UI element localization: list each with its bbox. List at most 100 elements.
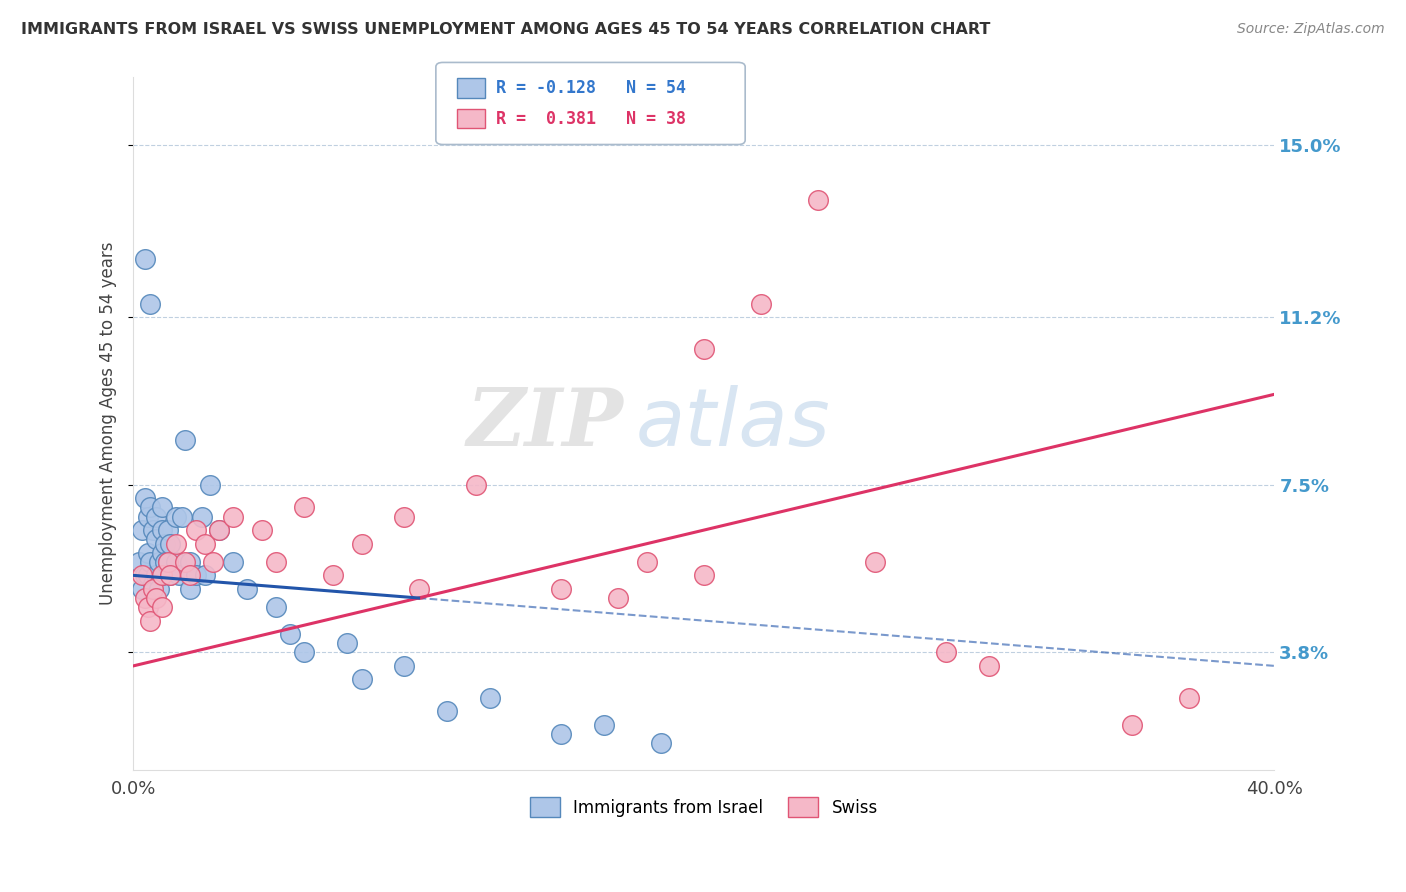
Point — [807, 193, 830, 207]
Point — [142, 523, 165, 537]
Point — [145, 509, 167, 524]
Point — [184, 523, 207, 537]
Point — [749, 297, 772, 311]
Point — [128, 555, 150, 569]
Point — [139, 555, 162, 569]
Point — [394, 509, 416, 524]
Point — [636, 555, 658, 569]
Point — [294, 500, 316, 515]
Point — [250, 523, 273, 537]
Point — [150, 600, 173, 615]
Y-axis label: Unemployment Among Ages 45 to 54 years: Unemployment Among Ages 45 to 54 years — [100, 242, 117, 606]
Point — [165, 536, 187, 550]
Point — [156, 555, 179, 569]
Text: R = -0.128   N = 54: R = -0.128 N = 54 — [496, 79, 686, 97]
Point — [607, 591, 630, 605]
Text: IMMIGRANTS FROM ISRAEL VS SWISS UNEMPLOYMENT AMONG AGES 45 TO 54 YEARS CORRELATI: IMMIGRANTS FROM ISRAEL VS SWISS UNEMPLOY… — [21, 22, 990, 37]
Point — [236, 582, 259, 596]
Point — [159, 568, 181, 582]
Point — [191, 509, 214, 524]
Legend: Immigrants from Israel, Swiss: Immigrants from Israel, Swiss — [523, 790, 884, 824]
Point — [150, 500, 173, 515]
Point — [693, 342, 716, 356]
Point — [202, 555, 225, 569]
Point — [173, 433, 195, 447]
Point — [278, 627, 301, 641]
Point — [145, 568, 167, 582]
Point — [336, 636, 359, 650]
Point — [184, 568, 207, 582]
Point — [150, 546, 173, 560]
Point — [139, 297, 162, 311]
Point — [148, 555, 170, 569]
Point — [194, 568, 217, 582]
Point — [148, 582, 170, 596]
Point — [131, 582, 153, 596]
Point — [159, 536, 181, 550]
Point — [593, 717, 616, 731]
Text: ZIP: ZIP — [467, 385, 624, 462]
Point — [156, 555, 179, 569]
Point — [134, 591, 156, 605]
Point — [150, 568, 173, 582]
Point — [863, 555, 886, 569]
Point — [150, 523, 173, 537]
Point — [222, 509, 245, 524]
Point — [222, 555, 245, 569]
Point — [139, 500, 162, 515]
Point — [208, 523, 231, 537]
Point — [194, 536, 217, 550]
Point — [136, 509, 159, 524]
Point — [136, 568, 159, 582]
Point — [136, 546, 159, 560]
Point — [179, 582, 201, 596]
Point — [200, 478, 222, 492]
Point — [165, 555, 187, 569]
Point — [979, 659, 1001, 673]
Point — [142, 582, 165, 596]
Point — [693, 568, 716, 582]
Point — [134, 491, 156, 506]
Point — [131, 568, 153, 582]
Point — [167, 568, 190, 582]
Point — [159, 568, 181, 582]
Text: atlas: atlas — [636, 384, 830, 463]
Point — [436, 704, 458, 718]
Point — [179, 555, 201, 569]
Point — [394, 659, 416, 673]
Point — [134, 568, 156, 582]
Point — [408, 582, 430, 596]
Point — [550, 582, 572, 596]
Point — [142, 577, 165, 591]
Point — [350, 536, 373, 550]
Point — [131, 523, 153, 537]
Point — [208, 523, 231, 537]
Point — [153, 536, 176, 550]
Point — [173, 555, 195, 569]
Point — [650, 736, 672, 750]
Point — [139, 614, 162, 628]
Point — [136, 600, 159, 615]
Point — [150, 568, 173, 582]
Point — [264, 600, 287, 615]
Point — [550, 727, 572, 741]
Point — [145, 591, 167, 605]
Point — [179, 568, 201, 582]
Point — [165, 509, 187, 524]
Point — [350, 673, 373, 687]
Point — [294, 645, 316, 659]
Point — [322, 568, 344, 582]
Point — [464, 478, 486, 492]
Text: R =  0.381   N = 38: R = 0.381 N = 38 — [496, 110, 686, 128]
Point — [156, 523, 179, 537]
Text: Source: ZipAtlas.com: Source: ZipAtlas.com — [1237, 22, 1385, 37]
Point — [170, 509, 193, 524]
Point — [153, 555, 176, 569]
Point — [478, 690, 501, 705]
Point — [1178, 690, 1201, 705]
Point — [145, 532, 167, 546]
Point — [134, 252, 156, 266]
Point — [264, 555, 287, 569]
Point — [935, 645, 957, 659]
Point — [1121, 717, 1143, 731]
